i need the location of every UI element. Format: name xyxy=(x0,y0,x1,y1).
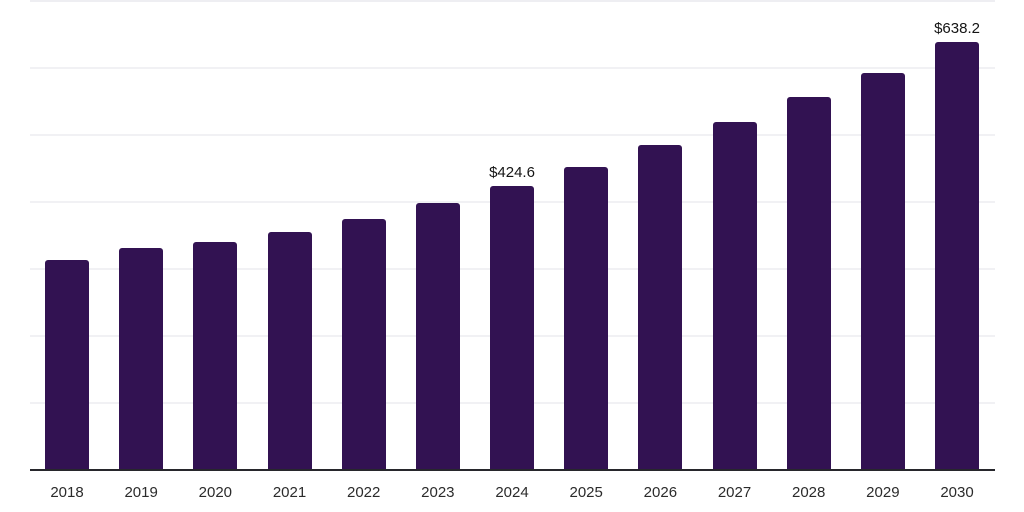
x-tick-label-2019: 2019 xyxy=(124,484,158,501)
x-tick-label-2029: 2029 xyxy=(866,484,900,501)
x-tick-label-2018: 2018 xyxy=(50,484,84,501)
x-tick-label-2027: 2027 xyxy=(717,484,752,501)
x-tick-label-2022: 2022 xyxy=(346,484,381,501)
bar-2025 xyxy=(564,167,609,470)
x-axis-line xyxy=(30,469,995,471)
x-tick-label-2030: 2030 xyxy=(940,484,974,501)
bar-2024 xyxy=(490,185,535,470)
x-tick-label-2021: 2021 xyxy=(272,484,307,501)
bar-2022 xyxy=(341,219,386,470)
bar-2030 xyxy=(935,42,980,470)
gridline xyxy=(30,67,995,69)
bar-2019 xyxy=(119,248,164,470)
bar-2020 xyxy=(193,242,238,470)
x-tick-label-2023: 2023 xyxy=(421,484,455,501)
plot-area: $424.6 $638.2 xyxy=(30,0,995,471)
bar-2026 xyxy=(638,145,683,470)
bar-2027 xyxy=(712,122,757,470)
data-label-2030: $638.2 xyxy=(934,20,980,38)
x-tick-label-2025: 2025 xyxy=(569,484,603,501)
bar-2021 xyxy=(267,232,312,470)
x-tick-label-2026: 2026 xyxy=(643,484,678,501)
x-axis-labels: 2018 2019 2020 2021 2022 2023 2024 2025 2026 2027… xyxy=(30,484,995,504)
top-gridline xyxy=(30,0,995,2)
x-tick-label-2020: 2020 xyxy=(198,484,233,501)
bar-2029 xyxy=(860,72,905,470)
bar-2028 xyxy=(786,97,831,470)
data-label-2024: $424.6 xyxy=(489,163,535,181)
gridline xyxy=(30,134,995,136)
x-tick-label-2024: 2024 xyxy=(495,484,529,501)
bar-2018 xyxy=(45,259,89,470)
x-tick-label-2028: 2028 xyxy=(792,484,826,501)
bar-2023 xyxy=(415,203,460,470)
